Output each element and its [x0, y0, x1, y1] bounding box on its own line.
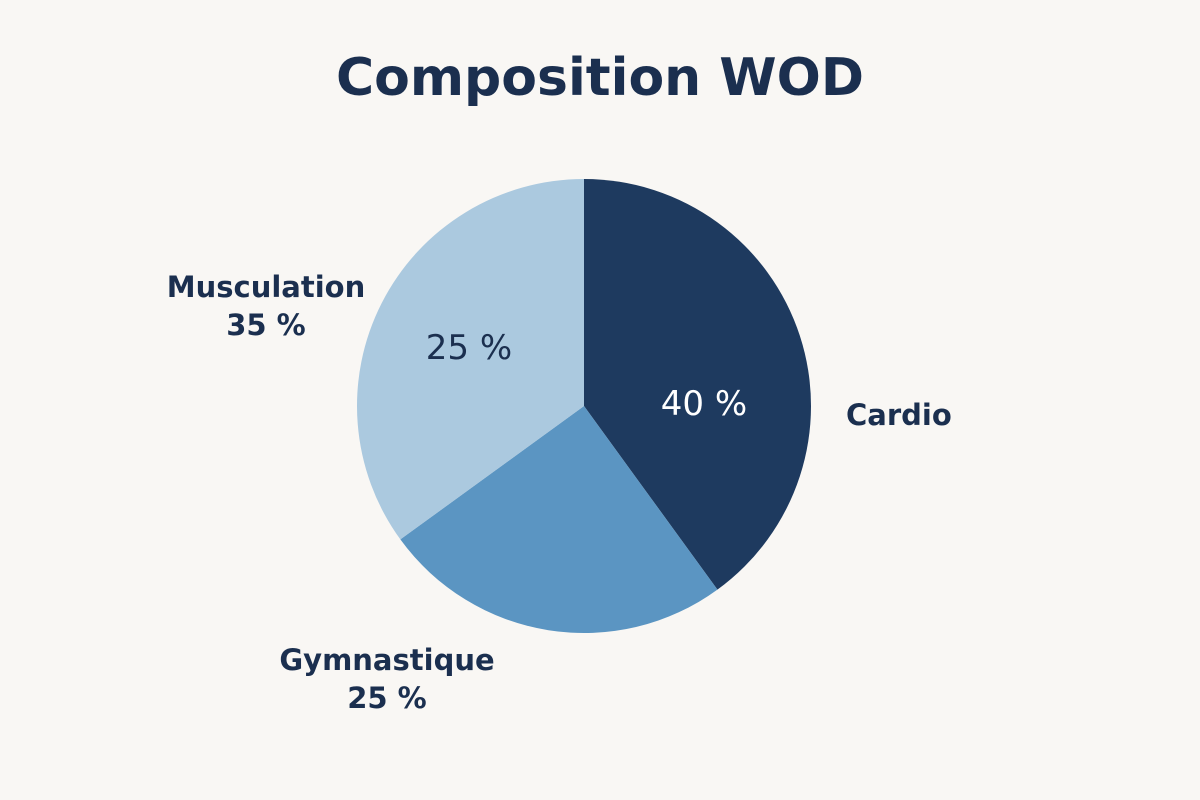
slice-inner-label-cardio: 40 %	[660, 384, 748, 424]
slice-inner-label-musculation: 25 %	[425, 328, 513, 368]
slice-percent-gymnastique: 25 %	[347, 681, 427, 715]
slice-name-gymnastique: Gymnastique	[279, 643, 495, 677]
slice-label-cardio: Cardio	[846, 396, 952, 434]
slice-label-gymnastique: Gymnastique 25 %	[262, 641, 512, 717]
slice-name-musculation: Musculation	[166, 270, 366, 304]
slice-percent-musculation: 35 %	[226, 308, 306, 342]
chart-title: Composition WOD	[335, 48, 865, 108]
slice-label-musculation: Musculation 35 %	[150, 268, 382, 344]
pie-slice-gymnastique	[400, 406, 718, 633]
pie-slice-cardio	[584, 179, 811, 590]
pie-slices	[357, 179, 811, 633]
slice-name-cardio: Cardio	[846, 398, 952, 432]
pie-slice-musculation	[357, 179, 584, 540]
